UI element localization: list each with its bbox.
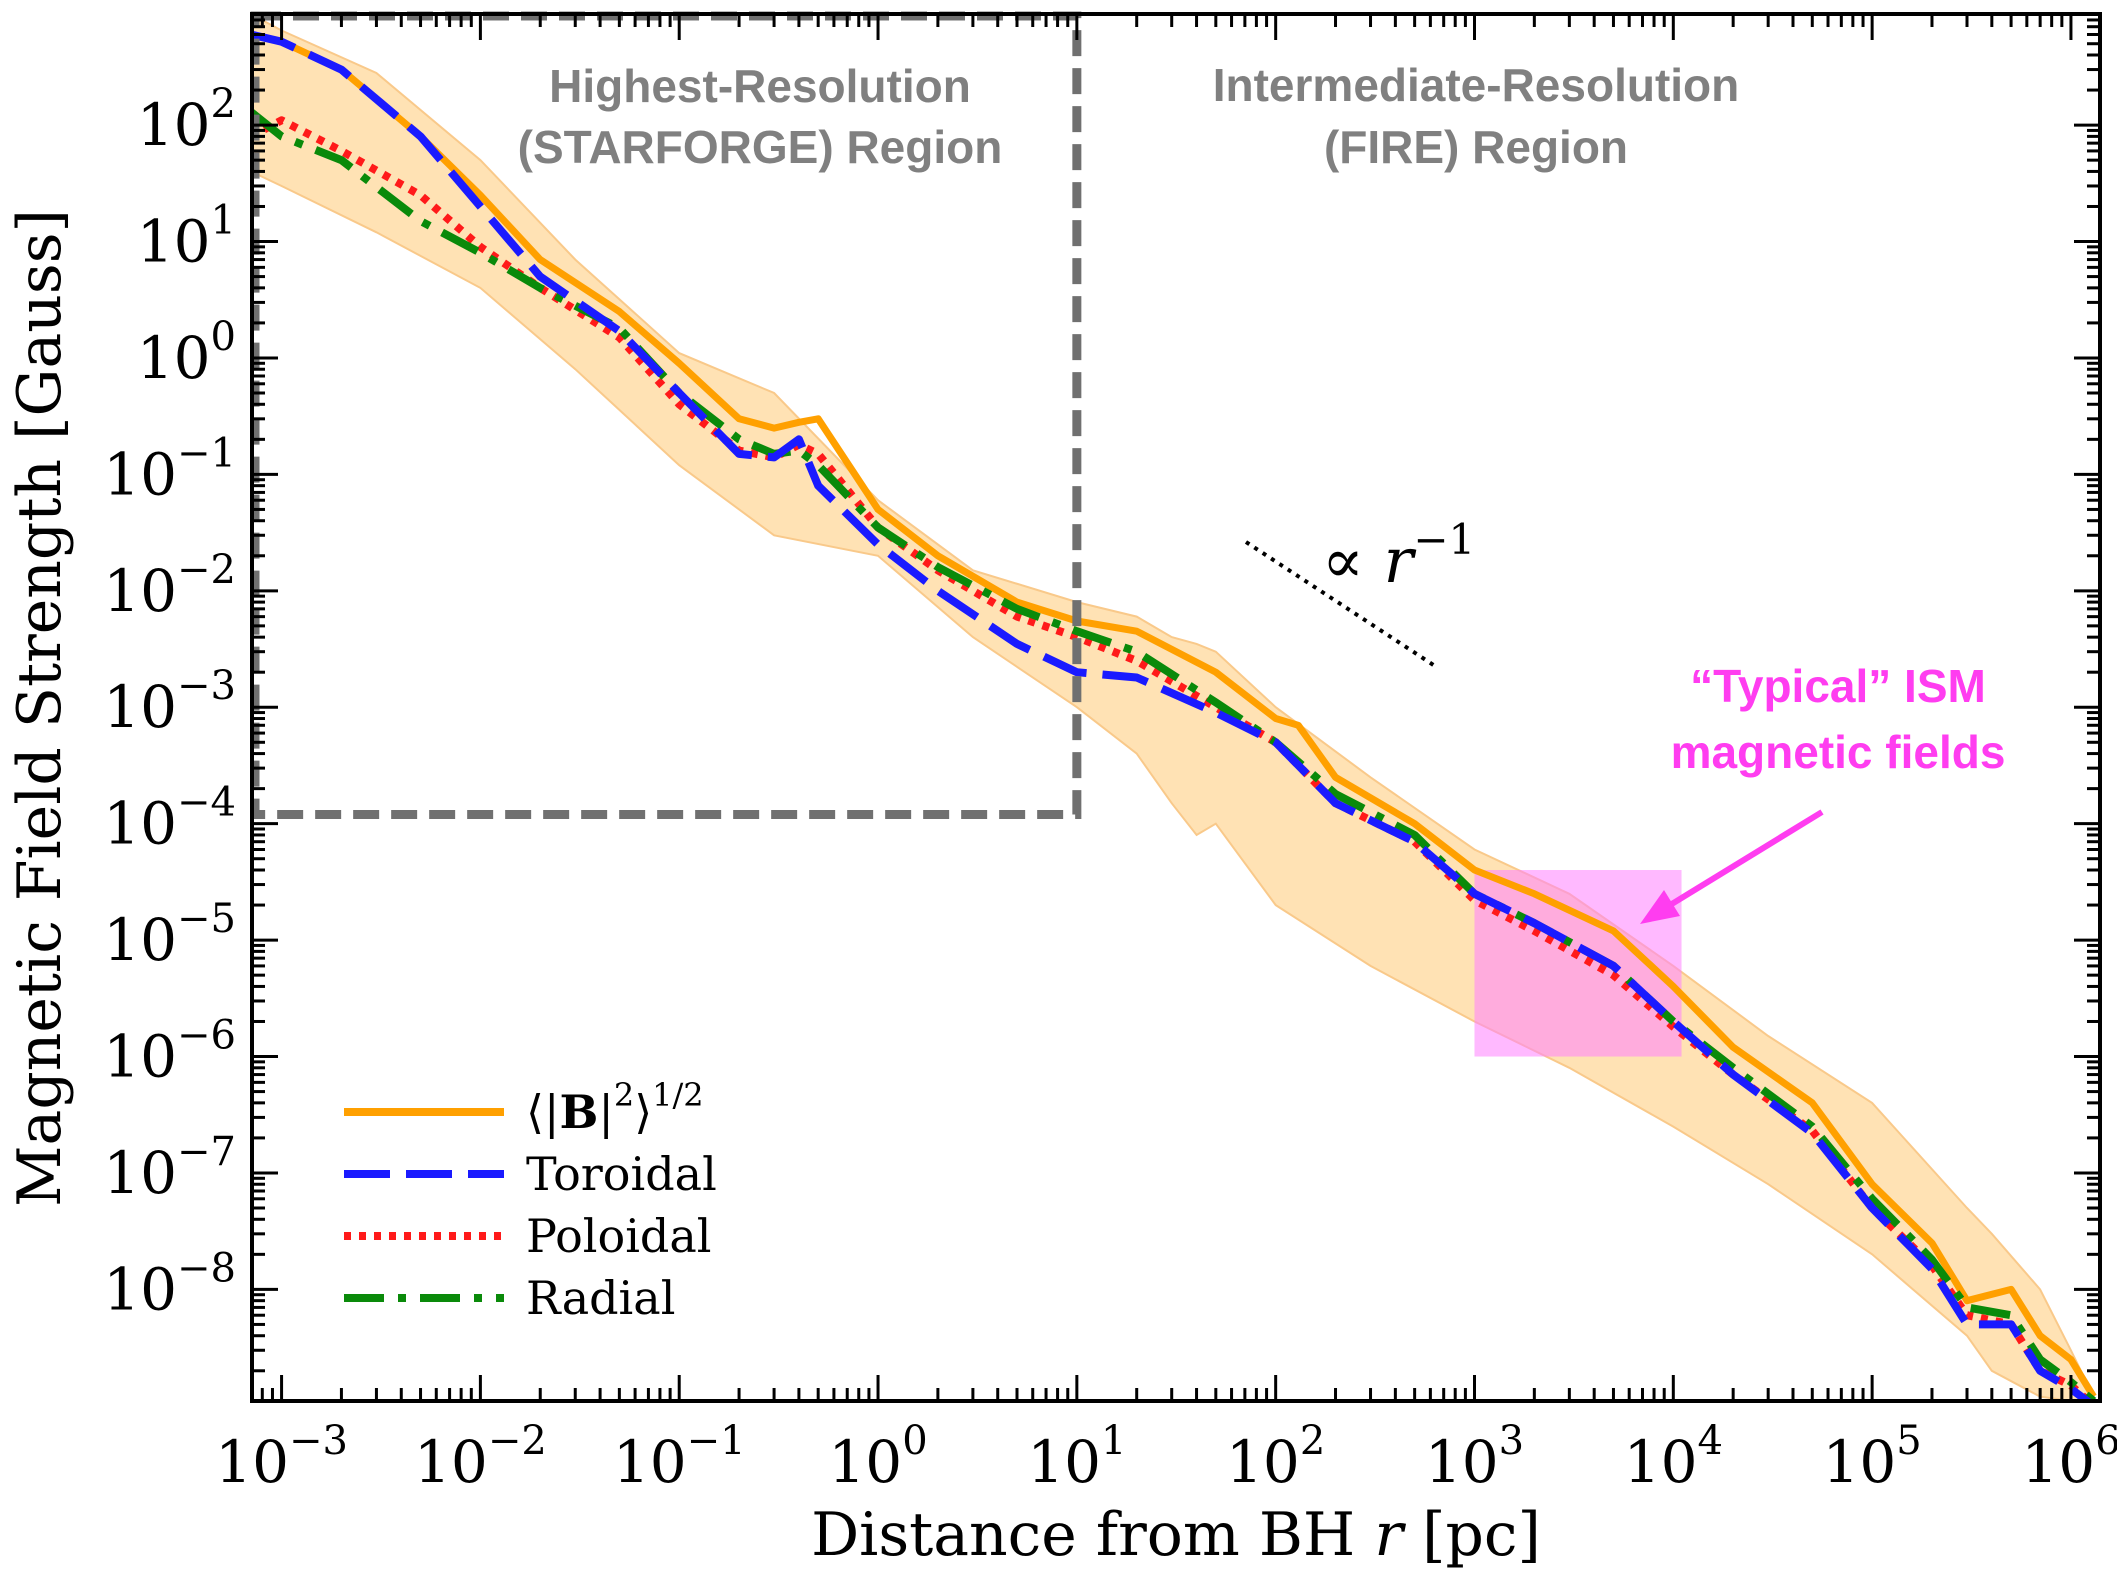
- x-axis-label: Distance from BH r [pc]: [811, 1500, 1541, 1570]
- fire-label-line2: (FIRE) Region: [1324, 121, 1628, 173]
- legend-label: Radial: [526, 1271, 675, 1325]
- y-axis-label: Magnetic Field Strength [Gauss]: [5, 209, 75, 1207]
- y-tick-label: 10−8: [103, 1245, 236, 1323]
- ism-arrow-shaft: [1660, 809, 1824, 913]
- series-line-toroidal: [252, 30, 2094, 1401]
- series-layer: [252, 30, 2097, 1401]
- annotation-layer-front: Highest-Resolution (STARFORGE) Region Inte…: [250, 11, 2006, 924]
- x-tick-label: 101: [1027, 1418, 1126, 1496]
- ism-label-line2: magnetic fields: [1671, 726, 2006, 778]
- y-tick-label: 101: [137, 198, 236, 276]
- y-tick-label: 10−1: [103, 430, 236, 508]
- axis-ticks: [252, 12, 2100, 1401]
- y-tick-label: 10−4: [103, 780, 236, 858]
- x-tick-label: 104: [1624, 1418, 1723, 1496]
- fire-label-line1: Intermediate-Resolution: [1213, 59, 1740, 111]
- y-tick-label: 102: [137, 81, 236, 159]
- x-tick-label: 100: [828, 1418, 927, 1496]
- ism-arrow-head: [1640, 890, 1680, 924]
- y-tick-label: 10−6: [103, 1013, 236, 1091]
- axis-tick-labels: 10−3 10−2 10−1 100 101 102 103 104 105 106 102 101 1…: [103, 81, 2117, 1496]
- legend-label: Toroidal: [526, 1147, 717, 1201]
- y-tick-label: 10−2: [103, 547, 236, 625]
- y-tick-label: 10−5: [103, 896, 236, 974]
- starforge-label-line1: Highest-Resolution: [549, 60, 971, 112]
- x-tick-label: 105: [1822, 1418, 1921, 1496]
- legend: ⟨|B|2⟩1/2 Toroidal Poloidal Radial: [344, 1076, 717, 1325]
- x-tick-label: 10−3: [215, 1418, 348, 1496]
- x-tick-label: 10−2: [414, 1418, 547, 1496]
- series-line-rms-b: [252, 31, 2097, 1399]
- x-tick-label: 102: [1226, 1418, 1325, 1496]
- y-tick-label: 100: [137, 314, 236, 392]
- legend-label: ⟨|B|2⟩1/2: [526, 1076, 704, 1139]
- x-tick-label: 103: [1425, 1418, 1524, 1496]
- ism-label-line1: “Typical” ISM: [1690, 660, 1986, 712]
- y-tick-label: 10−7: [103, 1129, 236, 1207]
- y-tick-label: 10−3: [103, 663, 236, 741]
- x-tick-label: 10−1: [613, 1418, 746, 1496]
- slope-guide-line: [1244, 540, 1440, 670]
- starforge-region-box: [250, 11, 1082, 819]
- legend-label: Poloidal: [526, 1209, 711, 1263]
- slope-label: ∝ r−1: [1322, 515, 1475, 597]
- starforge-label-line2: (STARFORGE) Region: [518, 121, 1003, 173]
- x-tick-label: 106: [2021, 1418, 2117, 1496]
